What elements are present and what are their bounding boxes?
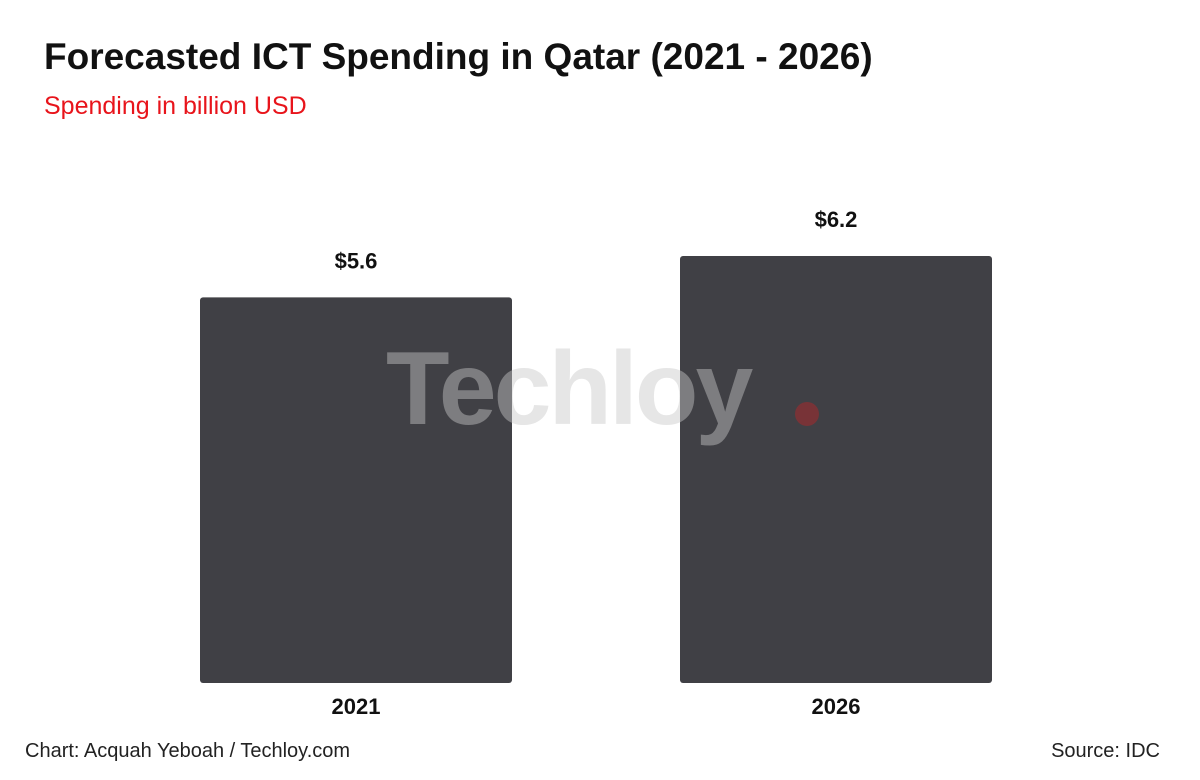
x-tick-label-2021: 2021 <box>332 694 381 719</box>
x-tick-label-2026: 2026 <box>812 694 861 719</box>
chart-subtitle: Spending in billion USD <box>44 92 307 120</box>
chart-source: Source: IDC <box>1051 740 1160 762</box>
chart-title: Forecasted ICT Spending in Qatar (2021 -… <box>44 36 873 77</box>
bar-2021 <box>200 297 512 683</box>
data-label-2026: $6.2 <box>815 207 858 232</box>
chart-credit: Chart: Acquah Yeboah / Techloy.com <box>25 740 351 762</box>
data-label-2021: $5.6 <box>335 248 378 273</box>
bar-2026 <box>680 256 992 683</box>
